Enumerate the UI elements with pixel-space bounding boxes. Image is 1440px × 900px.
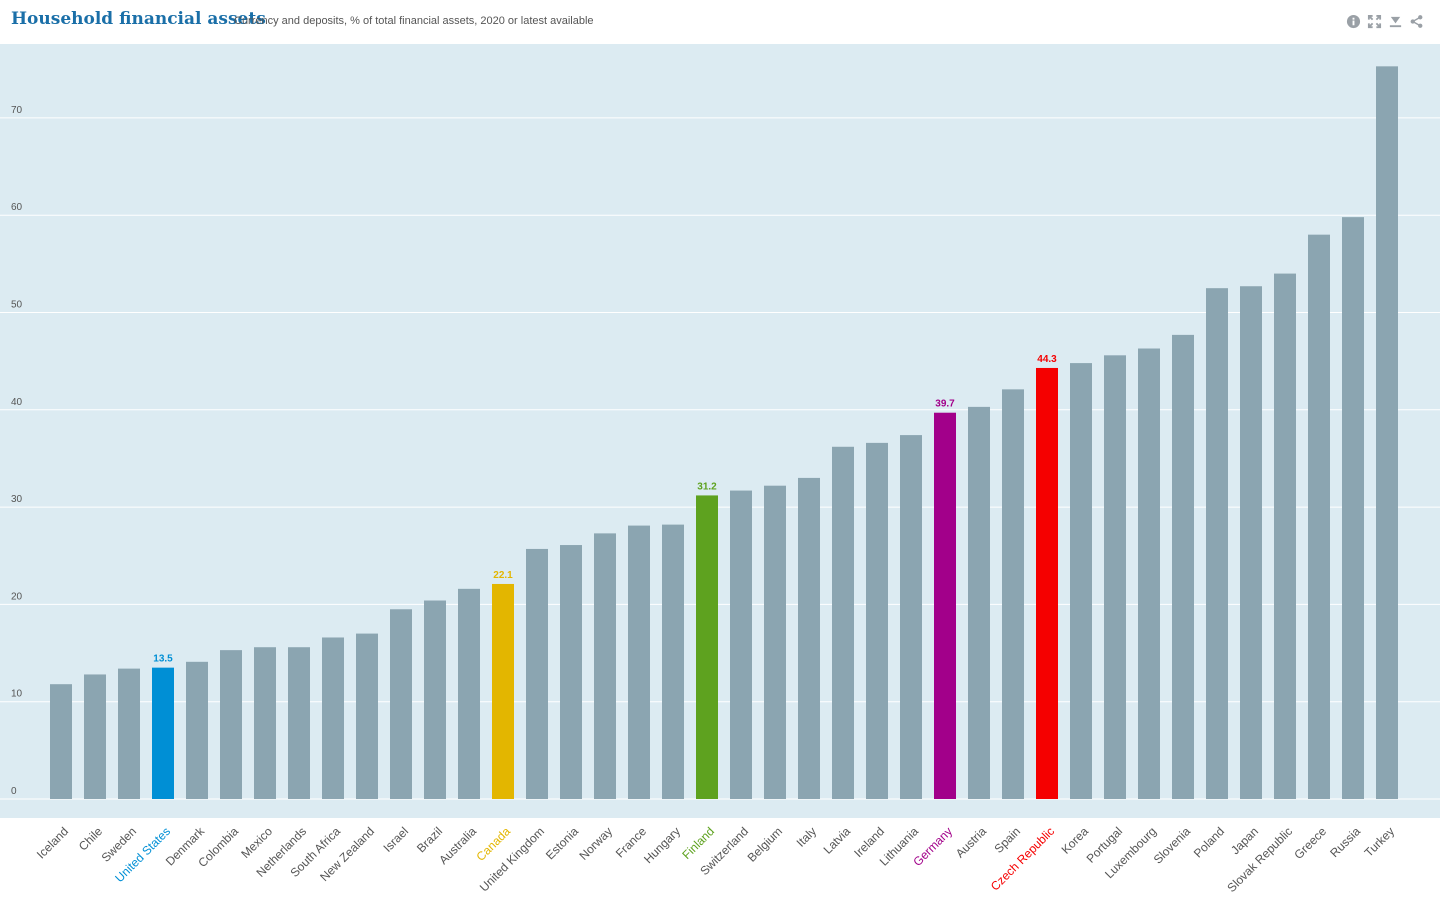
bar-brazil[interactable] — [424, 600, 446, 799]
x-tick-label: Australia — [436, 824, 479, 867]
y-tick-label: 60 — [11, 202, 23, 213]
bar-slovenia[interactable] — [1172, 334, 1194, 799]
bar-poland[interactable] — [1206, 288, 1228, 799]
bar-new-zealand[interactable] — [356, 633, 378, 799]
x-tick-label: Estonia — [543, 824, 581, 862]
bar-greece[interactable] — [1308, 234, 1330, 799]
bar-slovak-republic[interactable] — [1274, 273, 1296, 800]
x-tick-label: Greece — [1291, 824, 1329, 862]
bar-mexico[interactable] — [254, 647, 276, 799]
chart-header: Household financial assets Currency and … — [0, 0, 1440, 44]
download-icon[interactable] — [1386, 12, 1404, 30]
x-tick-label: Turkey — [1362, 824, 1398, 860]
bar-colombia[interactable] — [220, 650, 242, 799]
fullscreen-icon[interactable] — [1365, 12, 1383, 30]
bar-russia[interactable] — [1342, 217, 1364, 799]
x-tick-label: Latvia — [821, 824, 854, 857]
chart-toolbar — [1344, 12, 1426, 32]
x-tick-label: Hungary — [641, 824, 683, 866]
bar-lithuania[interactable] — [900, 435, 922, 799]
x-tick-label: Slovenia — [1151, 824, 1194, 867]
x-tick-label: Austria — [953, 824, 990, 861]
bar-latvia[interactable] — [832, 446, 854, 799]
chart-title: Household financial assets — [11, 9, 266, 29]
x-tick-label: Spain — [992, 824, 1024, 856]
x-tick-label: Israel — [380, 824, 411, 855]
bar-spain[interactable] — [1002, 389, 1024, 799]
data-label: 39.7 — [935, 399, 955, 410]
bar-ireland[interactable] — [866, 442, 888, 799]
bar-norway[interactable] — [594, 533, 616, 799]
bar-hungary[interactable] — [662, 524, 684, 799]
y-tick-label: 0 — [11, 786, 17, 797]
bar-austria[interactable] — [968, 406, 990, 799]
bar-turkey[interactable] — [1376, 66, 1398, 800]
bar-germany[interactable] — [934, 412, 956, 799]
bar-chile[interactable] — [84, 674, 106, 799]
data-label: 31.2 — [697, 481, 717, 492]
x-tick-label: Poland — [1191, 824, 1227, 860]
x-axis-band — [0, 818, 1440, 900]
bar-israel[interactable] — [390, 609, 412, 799]
bar-estonia[interactable] — [560, 545, 582, 799]
bar-japan[interactable] — [1240, 286, 1262, 799]
y-tick-label: 30 — [11, 494, 23, 505]
bar-france[interactable] — [628, 525, 650, 799]
bar-south-africa[interactable] — [322, 637, 344, 799]
bar-netherlands[interactable] — [288, 647, 310, 799]
bar-portugal[interactable] — [1104, 355, 1126, 799]
y-tick-label: 20 — [11, 591, 23, 602]
bar-italy[interactable] — [798, 477, 820, 799]
bar-switzerland[interactable] — [730, 490, 752, 799]
bar-denmark[interactable] — [186, 661, 208, 799]
bar-belgium[interactable] — [764, 485, 786, 799]
data-label: 44.3 — [1037, 354, 1057, 365]
chart-subtitle: Currency and deposits, % of total financ… — [234, 15, 594, 27]
bar-czech-republic[interactable] — [1036, 367, 1058, 799]
info-icon[interactable] — [1344, 12, 1362, 30]
y-tick-label: 70 — [11, 105, 23, 116]
x-tick-label: Norway — [576, 824, 615, 863]
bar-canada[interactable] — [492, 583, 514, 799]
bar-iceland[interactable] — [50, 684, 72, 799]
data-label: 22.1 — [493, 570, 513, 581]
bar-korea[interactable] — [1070, 363, 1092, 799]
share-icon[interactable] — [1407, 12, 1425, 30]
y-tick-label: 40 — [11, 397, 23, 408]
y-tick-label: 10 — [11, 689, 23, 700]
bar-finland[interactable] — [696, 495, 718, 799]
bar-united-kingdom[interactable] — [526, 548, 548, 799]
bar-luxembourg[interactable] — [1138, 348, 1160, 799]
x-tick-label: Iceland — [34, 824, 71, 861]
data-label: 13.5 — [153, 654, 173, 665]
x-tick-label: Russia — [1327, 824, 1363, 860]
bar-sweden[interactable] — [118, 668, 140, 799]
x-tick-label: Italy — [794, 824, 819, 849]
y-tick-label: 50 — [11, 300, 23, 311]
x-tick-label: Belgium — [745, 824, 786, 865]
bar-united-states[interactable] — [152, 667, 174, 799]
x-tick-label: Brazil — [414, 824, 445, 855]
bar-australia[interactable] — [458, 588, 480, 799]
x-tick-label: Chile — [76, 824, 105, 853]
